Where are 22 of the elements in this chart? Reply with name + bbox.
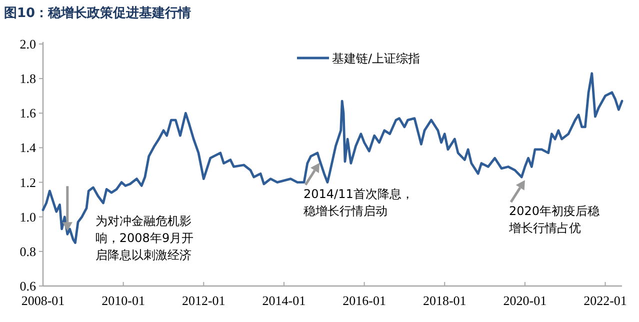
- x-tick-label: 2012-01: [182, 293, 226, 308]
- y-tick-label: 1.2: [20, 174, 36, 190]
- legend-label: 基建链/上证综指: [332, 52, 420, 66]
- y-tick-label: 1.0: [20, 209, 36, 224]
- y-tick-label: 0.8: [20, 244, 36, 259]
- annotation: 为对冲金融危机影响，2008年9月开启降息以刺激经济: [95, 214, 194, 262]
- line-series: [42, 72, 624, 244]
- annotation: 2020年初疫后稳增长行情占优: [508, 204, 600, 236]
- x-tick-label: 2016-01: [342, 293, 386, 308]
- x-tick-label: 2010-01: [102, 293, 145, 308]
- y-tick-label: 1.4: [20, 140, 36, 156]
- x-tick-label: 2022-01: [584, 293, 627, 308]
- y-tick-label: 1.8: [20, 71, 36, 86]
- y-tick-label: 1.6: [20, 106, 36, 121]
- chart-title: 图10：稳增长政策促进基建行情: [4, 6, 192, 21]
- x-tick-label: 2008-01: [21, 293, 65, 308]
- x-tick-label: 2014-01: [262, 293, 306, 308]
- x-tick-label: 2018-01: [422, 293, 466, 308]
- y-tick-label: 2.0: [20, 36, 36, 52]
- annotation: 2014/11首次降息，稳增长行情启动: [304, 186, 414, 218]
- y-tick-label: 0.6: [20, 278, 36, 294]
- x-tick-label: 2020-01: [503, 293, 547, 308]
